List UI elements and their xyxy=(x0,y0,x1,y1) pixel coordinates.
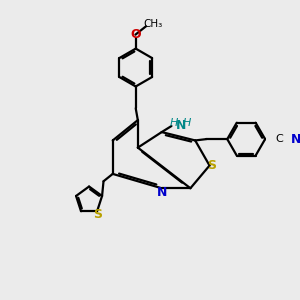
Text: S: S xyxy=(207,159,216,172)
Text: O: O xyxy=(130,28,141,41)
Text: S: S xyxy=(93,208,102,221)
Text: C: C xyxy=(275,134,283,144)
Text: H: H xyxy=(183,118,191,128)
Text: H: H xyxy=(170,118,178,128)
Text: N: N xyxy=(176,119,186,132)
Text: CH₃: CH₃ xyxy=(143,20,163,29)
Text: N: N xyxy=(157,186,167,199)
Text: N: N xyxy=(291,133,300,146)
